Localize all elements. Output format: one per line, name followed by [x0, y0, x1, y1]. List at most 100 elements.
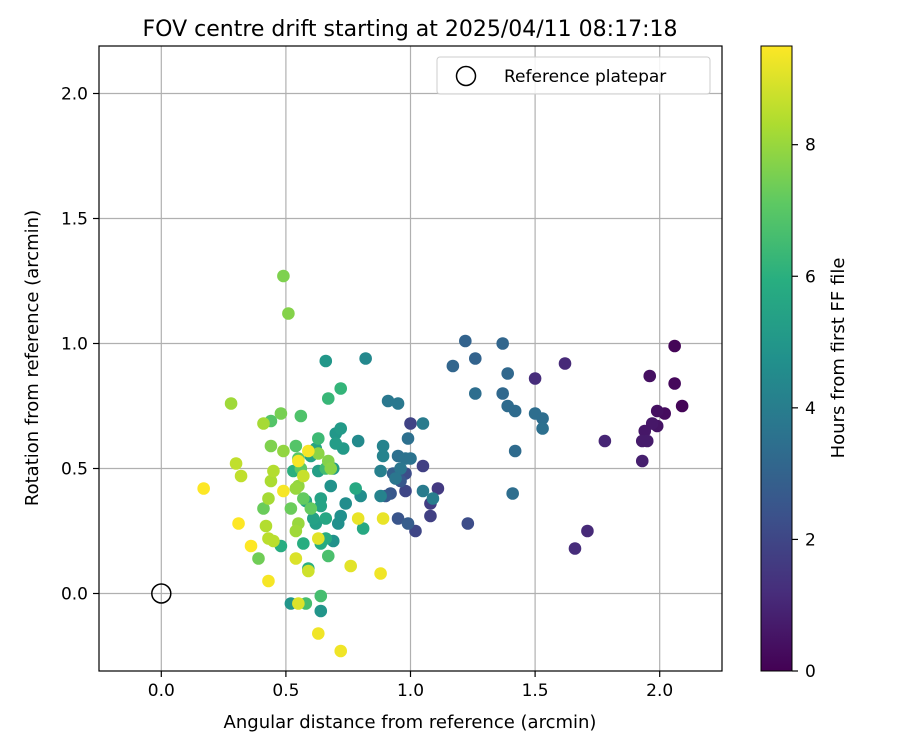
scatter-point [468, 387, 482, 400]
x-tick-label: 0.0 [148, 681, 175, 701]
scatter-point [334, 422, 348, 435]
scatter-point [391, 512, 405, 525]
scatter-point [339, 497, 353, 510]
scatter-point [311, 447, 325, 460]
y-tick-label: 0.0 [61, 585, 88, 605]
scatter-point [229, 457, 243, 470]
scatter-point [289, 439, 303, 453]
scatter-point [508, 444, 522, 458]
scatter-point [638, 424, 652, 438]
legend-box [436, 56, 711, 95]
y-tick-label: 1.5 [61, 210, 88, 230]
scatter-point [376, 439, 390, 453]
scatter-point [321, 549, 335, 563]
legend: Reference platepar [436, 56, 711, 95]
scatter-point [319, 512, 333, 525]
scatter-point [277, 269, 290, 283]
scatter-point [324, 462, 338, 475]
scatter-point [668, 339, 681, 353]
scatter-point [635, 454, 649, 468]
scatter-point [224, 397, 238, 410]
scatter-points [197, 269, 689, 658]
scatter-point [197, 482, 210, 495]
scatter-point [234, 469, 248, 483]
x-axis-ticks: 0.0 0.5 1.0 1.5 2.0 [148, 671, 673, 701]
scatter-point [289, 482, 303, 495]
scatter-point [374, 489, 387, 503]
scatter-point [282, 307, 295, 320]
scatter-point [264, 439, 278, 453]
scatter-point [431, 482, 445, 495]
y-tick-label: 2.0 [61, 85, 88, 105]
scatter-point [374, 464, 387, 478]
scatter-point [267, 464, 280, 478]
reference-point-marker [151, 583, 172, 604]
scatter-point [311, 627, 325, 640]
scatter-point [650, 404, 664, 418]
scatter-point [376, 449, 390, 463]
scatter-point [349, 482, 362, 495]
scatter-point [643, 369, 657, 383]
scatter-point [232, 517, 245, 530]
scatter-point [391, 397, 405, 410]
scatter-point [536, 422, 549, 435]
colorbar-tick-label: 2 [805, 530, 816, 550]
scatter-point [259, 519, 273, 533]
scatter-point [311, 432, 325, 445]
colorbar-tick-label: 0 [805, 662, 816, 682]
x-tick-label: 1.5 [522, 681, 549, 701]
scatter-point [598, 434, 612, 448]
reference-marker-layer [151, 583, 172, 604]
y-axis-label: Rotation from reference (arcmin) [22, 210, 43, 506]
scatter-point [426, 492, 440, 505]
scatter-point [459, 334, 472, 348]
x-axis-label: Angular distance from reference (arcmin) [224, 712, 597, 733]
scatter-point [284, 502, 298, 515]
scatter-point [359, 352, 372, 365]
scatter-point [528, 372, 542, 385]
scatter-point [314, 604, 328, 618]
scatter-point [351, 434, 365, 448]
scatter-point [446, 359, 460, 373]
legend-reference-marker [455, 65, 477, 87]
scatter-point [294, 409, 308, 423]
scatter-point [394, 462, 407, 475]
scatter-point [292, 454, 305, 468]
scatter-point [668, 377, 681, 390]
scatter-point [277, 444, 290, 458]
scatter-point [558, 357, 572, 370]
scatter-point [314, 589, 328, 603]
colorbar-tick-label: 4 [805, 399, 816, 419]
scatter-point [297, 537, 310, 550]
scatter-point [568, 542, 582, 555]
scatter-point [252, 552, 265, 565]
scatter-point [329, 437, 343, 450]
scatter-point [262, 574, 275, 588]
colorbar-tick-label: 6 [805, 267, 816, 287]
scatter-point [289, 524, 303, 538]
scatter-point [319, 354, 333, 368]
scatter-point [461, 517, 475, 530]
colorbar: 0 2 4 6 8 Hours from first FF file [760, 45, 849, 682]
scatter-point [640, 434, 654, 448]
scatter-point [416, 459, 430, 473]
colorbar-gradient [760, 45, 793, 672]
scatter-point [274, 407, 288, 420]
scatter-point [424, 509, 437, 523]
scatter-point [267, 534, 280, 548]
x-tick-label: 1.0 [397, 681, 424, 701]
scatter-point [401, 432, 415, 445]
scatter-point [536, 412, 549, 425]
scatter-point [302, 564, 315, 578]
scatter-point [257, 502, 270, 515]
scatter-point [331, 517, 345, 530]
y-axis-ticks: 0.0 0.5 1.0 1.5 2.0 [61, 85, 99, 605]
colorbar-tick-label: 8 [805, 136, 816, 156]
scatter-point [356, 522, 370, 535]
scatter-point [376, 512, 390, 525]
scatter-point [257, 417, 270, 430]
scatter-point [297, 492, 310, 505]
scatter-point [496, 337, 510, 350]
